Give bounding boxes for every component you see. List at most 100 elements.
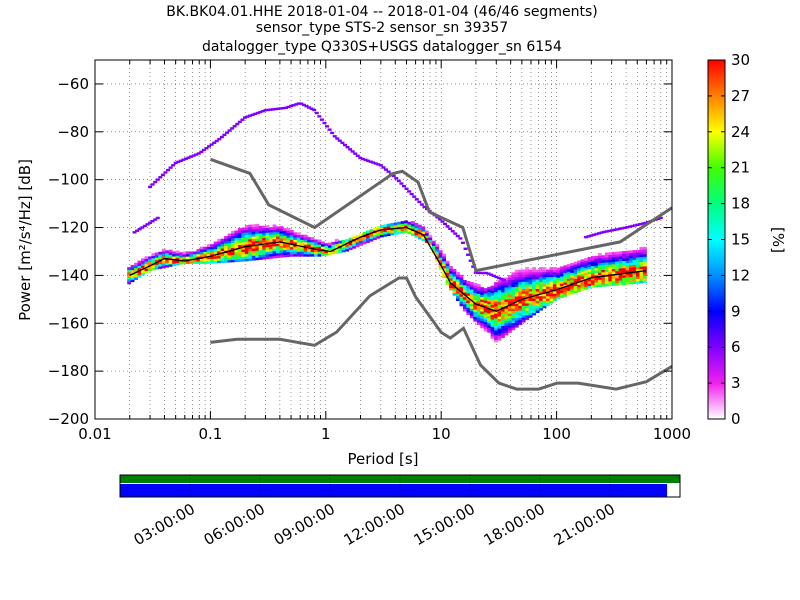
heatmap-cell <box>154 262 159 265</box>
heatmap-cell <box>417 234 422 238</box>
heatmap-cell <box>563 265 568 269</box>
heatmap-cell <box>376 226 381 230</box>
outlier-cell <box>153 180 158 184</box>
heatmap-cell <box>535 283 540 287</box>
heatmap-cell <box>542 274 547 278</box>
heatmap-cell <box>158 256 163 260</box>
heatmap-cell <box>525 293 530 297</box>
heatmap-cell <box>490 290 495 294</box>
heatmap-cell <box>321 243 325 247</box>
heatmap-cell <box>303 239 308 243</box>
heatmap-cell <box>636 259 640 263</box>
heatmap-cell <box>525 317 530 321</box>
outlier-cell <box>278 107 283 110</box>
outlier-cell <box>350 150 355 153</box>
heatmap-cell <box>580 264 585 267</box>
heatmap-cell <box>622 282 627 285</box>
heatmap-cell <box>224 240 228 244</box>
heatmap-cell <box>282 244 287 248</box>
heatmap-cell <box>542 305 547 309</box>
heatmap-cell <box>241 239 246 243</box>
heatmap-cell <box>369 238 374 242</box>
heatmap-cell <box>514 324 519 328</box>
outlier-cell <box>255 111 260 115</box>
outlier-cell <box>314 111 319 115</box>
heatmap-cell <box>359 238 363 242</box>
outlier-cell <box>142 224 147 228</box>
heatmap-cell <box>445 265 450 269</box>
outlier-cell <box>150 219 155 223</box>
outlier-cell <box>468 259 473 262</box>
outlier-cell <box>132 231 137 234</box>
heatmap-cell <box>501 289 505 293</box>
heatmap-cell <box>220 250 225 254</box>
heatmap-cell <box>483 290 488 294</box>
heatmap-cell <box>244 251 249 255</box>
heatmap-cell <box>372 237 377 241</box>
heatmap-cell <box>307 251 312 255</box>
heatmap-cell <box>604 257 609 261</box>
heatmap-cell <box>573 264 578 267</box>
heatmap-cell <box>414 222 419 226</box>
heatmap-cell <box>497 299 502 303</box>
heatmap-cell <box>473 290 478 293</box>
heatmap-cell <box>130 267 135 271</box>
heatmap-cell <box>580 266 585 270</box>
heatmap-cell <box>587 271 592 275</box>
heatmap-cell <box>532 305 537 309</box>
heatmap-cell <box>591 282 595 286</box>
heatmap-cell <box>435 246 440 250</box>
heatmap-cell <box>262 232 267 236</box>
outlier-cell <box>330 131 335 135</box>
heatmap-cell <box>546 274 550 278</box>
heatmap-cell <box>407 228 412 232</box>
heatmap-cell <box>172 260 177 264</box>
heatmap-cell <box>604 266 609 270</box>
heatmap-cell <box>507 329 512 333</box>
heatmap-cell <box>525 312 530 316</box>
heatmap-cell <box>518 303 523 306</box>
heatmap-cell <box>168 261 173 265</box>
heatmap-cell <box>269 251 273 254</box>
heatmap-cell <box>476 322 481 325</box>
heatmap-cell <box>172 256 177 259</box>
heatmap-cell <box>504 332 509 336</box>
heatmap-cell <box>483 295 488 299</box>
heatmap-cell <box>573 273 578 277</box>
heatmap-cell <box>411 225 415 229</box>
heatmap-cell <box>566 283 571 287</box>
outlier-cell <box>394 177 399 180</box>
heatmap-cell <box>473 316 478 320</box>
heatmap-cell <box>303 234 308 238</box>
heatmap-cell <box>563 284 568 288</box>
heatmap-cell <box>289 239 294 243</box>
heatmap-cell <box>642 256 647 260</box>
heatmap-cell <box>476 298 481 302</box>
heatmap-cell <box>220 241 225 244</box>
heatmap-cell <box>636 261 640 265</box>
heatmap-cell <box>507 284 512 288</box>
heatmap-cell <box>642 249 647 253</box>
heatmap-cell <box>293 251 298 255</box>
heatmap-cell <box>494 322 498 326</box>
heatmap-cell <box>286 230 291 234</box>
heatmap-cell <box>601 281 606 285</box>
heatmap-cell <box>424 230 429 234</box>
heatmap-cell <box>546 276 550 280</box>
heatmap-cell <box>314 239 318 243</box>
heatmap-cell <box>594 258 599 262</box>
heatmap-cell <box>525 269 530 273</box>
heatmap-cell <box>636 249 640 253</box>
outlier-cell <box>342 143 347 147</box>
heatmap-cell <box>497 289 502 293</box>
heatmap-cell <box>577 274 582 278</box>
heatmap-cell <box>559 285 564 289</box>
heatmap-cell <box>594 260 599 264</box>
heatmap-cell <box>518 310 523 314</box>
heatmap-cell <box>514 298 519 302</box>
heatmap-cell <box>528 279 533 282</box>
heatmap-cell <box>324 243 329 247</box>
heatmap-cell <box>265 249 270 252</box>
heatmap-cell <box>248 250 253 254</box>
heatmap-cell <box>480 308 485 312</box>
